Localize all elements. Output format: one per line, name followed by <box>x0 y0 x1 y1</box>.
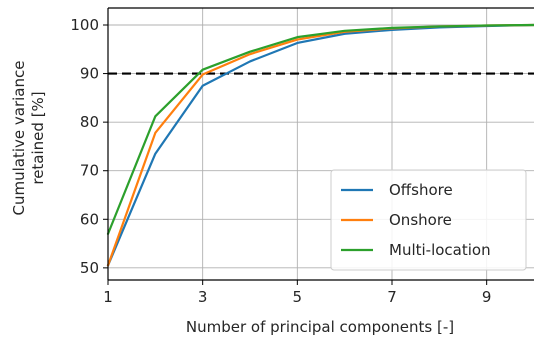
legend-box <box>330 169 527 271</box>
x-tick-label: 3 <box>198 288 208 306</box>
x-tick-label: 5 <box>293 288 303 306</box>
legend-label-offshore: Offshore <box>389 181 453 199</box>
tick-marks-and-labels: 1 3 5 7 9 50 60 70 80 90 100 <box>70 16 491 306</box>
axes-frame <box>107 7 534 281</box>
series-line-multi-location <box>106 23 534 235</box>
x-tick-label: 9 <box>482 288 492 306</box>
y-tick-label: 70 <box>80 162 99 180</box>
y-axis-label-line-1: Cumulative variance <box>10 61 28 216</box>
y-tick-label: 100 <box>70 16 99 34</box>
x-axis-label: Number of principal components [-] <box>186 318 454 336</box>
y-axis-label-line-2: retained [%] <box>29 91 47 184</box>
x-tick-label: 7 <box>387 288 397 306</box>
y-tick-label: 80 <box>80 113 99 131</box>
y-tick-label: 50 <box>80 259 99 277</box>
x-tick-label: 1 <box>103 288 113 306</box>
legend-label-multi-location: Multi-location <box>389 241 491 259</box>
y-tick-label: 90 <box>80 65 99 83</box>
legend-label-onshore: Onshore <box>389 211 452 229</box>
series-layer <box>106 23 534 267</box>
y-tick-label: 60 <box>80 210 99 228</box>
legend: Offshore Onshore Multi-location <box>330 169 527 271</box>
y-axis-label: Cumulative variance retained [%] <box>10 61 47 216</box>
